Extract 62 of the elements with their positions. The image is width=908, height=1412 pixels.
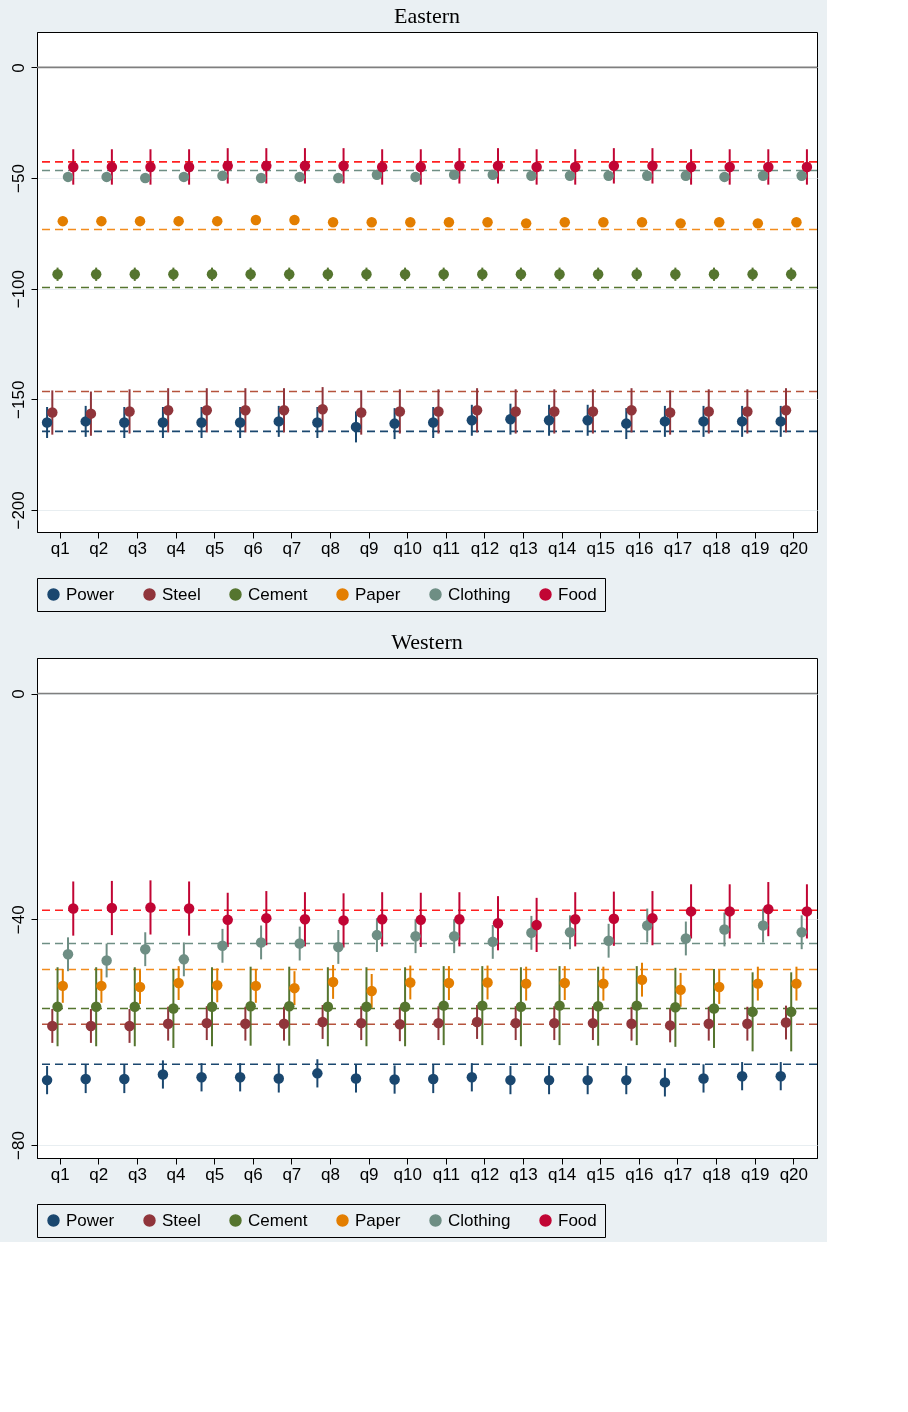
x-tick-label: q8 (321, 1164, 340, 1184)
x-tick-label: q7 (282, 538, 302, 558)
x-tick-label: q14 (547, 1164, 577, 1184)
x-tick-label: q1 (50, 1164, 70, 1184)
x-tick-label: q15 (586, 538, 615, 558)
legend-label: Clothing (448, 1210, 511, 1230)
x-tick-label: q2 (89, 538, 109, 558)
y-tick-label: 0 (8, 63, 28, 73)
y-tick-label: −80 (8, 1131, 28, 1160)
legend-label: Steel (162, 584, 201, 604)
x-tick-label: q2 (89, 1164, 109, 1184)
y-tick-label: −100 (8, 269, 28, 309)
x-tick-label: q13 (509, 1164, 538, 1184)
x-tick-label: q1 (50, 538, 70, 558)
x-tick-label: q12 (470, 1164, 500, 1184)
x-tick-label: q8 (321, 538, 340, 558)
x-tick-label: q16 (625, 1164, 654, 1184)
legend-label: Steel (162, 1210, 201, 1230)
y-tick-label: −40 (8, 905, 28, 935)
legend-label: Power (66, 584, 115, 604)
y-tick-label: 0 (8, 689, 28, 699)
x-tick-label: q4 (166, 538, 186, 558)
x-tick-label: q9 (359, 1164, 379, 1184)
legend-label: Power (66, 1210, 115, 1230)
x-tick-label: q11 (432, 1164, 460, 1184)
y-tick-label: −200 (8, 491, 28, 530)
x-tick-label: q10 (393, 1164, 422, 1184)
legend-label: Cement (248, 1210, 308, 1230)
legend-label: Paper (355, 584, 401, 604)
x-tick-label: q15 (586, 1164, 615, 1184)
y-tick-label: −50 (8, 164, 28, 193)
y-tick-label: −150 (8, 380, 28, 419)
chart-title: Western (391, 629, 463, 654)
legend-label: Paper (355, 1210, 401, 1230)
x-tick-label: q7 (282, 1164, 302, 1184)
x-tick-label: q5 (205, 1164, 225, 1184)
x-tick-label: q3 (127, 1164, 147, 1184)
x-tick-label: q11 (432, 538, 460, 558)
x-tick-label: q16 (625, 538, 654, 558)
x-tick-label: q20 (779, 538, 809, 558)
x-tick-label: q18 (702, 538, 731, 558)
x-tick-label: q19 (741, 538, 770, 558)
legend-label: Cement (248, 584, 308, 604)
x-tick-label: q17 (663, 538, 693, 558)
x-tick-label: q9 (359, 538, 379, 558)
chart-title: Eastern (394, 3, 460, 28)
x-tick-label: q13 (509, 538, 538, 558)
x-tick-label: q19 (741, 1164, 770, 1184)
legend-label: Food (558, 584, 597, 604)
x-tick-label: q3 (127, 538, 147, 558)
x-tick-label: q17 (663, 1164, 693, 1184)
x-tick-label: q18 (702, 1164, 731, 1184)
legend-label: Clothing (448, 584, 511, 604)
x-tick-label: q5 (205, 538, 225, 558)
x-tick-label: q4 (166, 1164, 186, 1184)
legend-label: Food (558, 1210, 597, 1230)
x-tick-label: q20 (779, 1164, 809, 1184)
x-tick-label: q12 (470, 538, 500, 558)
x-tick-label: q6 (243, 1164, 263, 1184)
x-tick-label: q14 (547, 538, 577, 558)
x-tick-label: q10 (393, 538, 422, 558)
x-tick-label: q6 (243, 538, 263, 558)
